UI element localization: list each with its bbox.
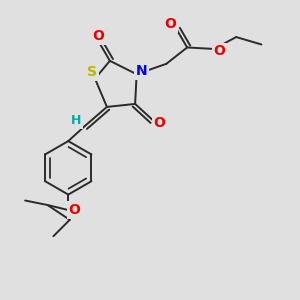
Text: O: O — [68, 203, 80, 217]
Text: O: O — [213, 44, 225, 58]
Text: S: S — [87, 65, 97, 79]
Text: O: O — [154, 116, 165, 130]
Text: O: O — [164, 17, 176, 31]
Text: O: O — [92, 29, 104, 44]
Text: H: H — [70, 114, 81, 128]
Text: N: N — [135, 64, 147, 78]
